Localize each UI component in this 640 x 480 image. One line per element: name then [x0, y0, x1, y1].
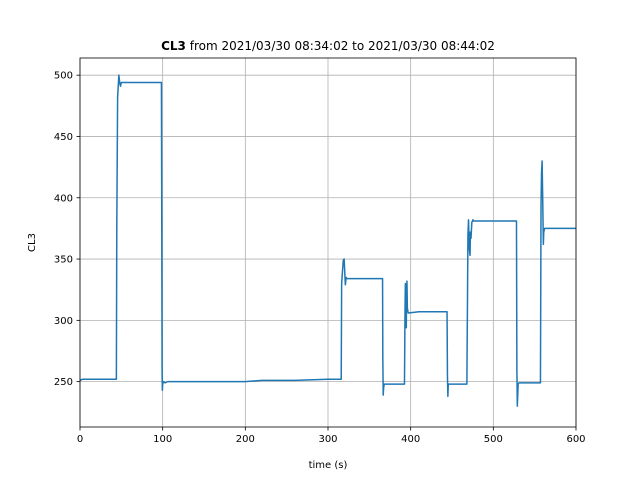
y-tick-label: 450	[54, 132, 73, 143]
data-line-group	[79, 74, 576, 407]
x-tick-label: 100	[153, 434, 172, 445]
series-line	[79, 74, 576, 407]
y-tick-label: 400	[54, 193, 73, 204]
chart-title-bold: CL3	[161, 39, 186, 53]
x-tick-label: 500	[484, 434, 503, 445]
plot-frame	[79, 57, 577, 428]
x-tick-label: 0	[77, 434, 83, 445]
x-axis-label: time (s)	[309, 460, 348, 471]
y-tick-label: 500	[54, 71, 73, 82]
ticks: 0 100 200 300 400 500 600 250 300 350 400 450 500	[54, 71, 586, 445]
x-tick-label: 400	[401, 434, 420, 445]
y-tick-label: 350	[54, 255, 73, 266]
y-axis-label: CL3	[27, 233, 38, 252]
x-tick-label: 600	[566, 434, 585, 445]
x-tick-label: 300	[318, 434, 337, 445]
chart-title: CL3 from 2021/03/30 08:34:02 to 2021/03/…	[161, 39, 495, 53]
y-tick-label: 300	[54, 316, 73, 327]
chart-title-rest: from 2021/03/30 08:34:02 to 2021/03/30 0…	[186, 39, 495, 53]
y-tick-label: 250	[54, 377, 73, 388]
x-tick-label: 200	[236, 434, 255, 445]
